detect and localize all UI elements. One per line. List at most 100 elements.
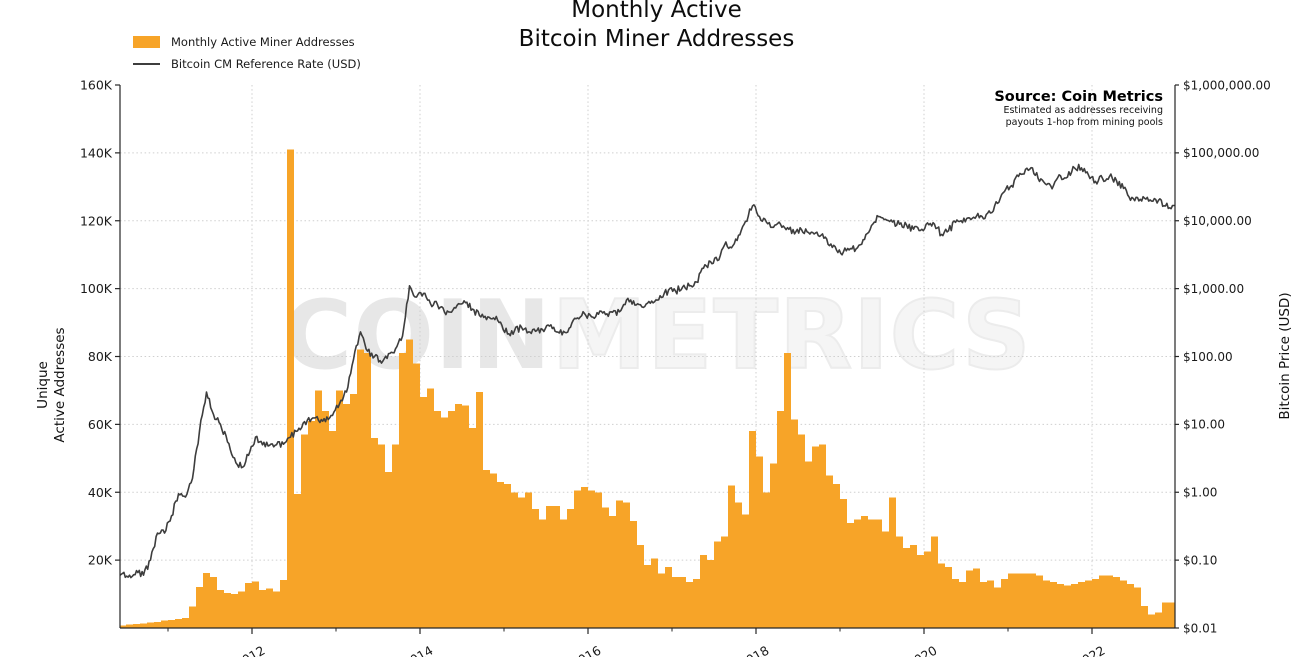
legend-item-reference-rate: Bitcoin CM Reference Rate (USD) [133, 53, 361, 75]
miner-addresses-bar [553, 505, 560, 628]
left-axis-tick-label: 120K [80, 213, 113, 228]
miner-addresses-bar [812, 446, 819, 628]
miner-addresses-bar [357, 349, 364, 628]
miner-addresses-bar [588, 490, 595, 628]
miner-addresses-bar [1134, 587, 1141, 628]
miner-addresses-bar [336, 390, 343, 628]
miner-addresses-bar [308, 420, 315, 628]
miner-addresses-bar [672, 577, 679, 628]
miner-addresses-bar [665, 566, 672, 628]
miner-addresses-bar [903, 548, 910, 628]
miner-addresses-bar [868, 519, 875, 628]
miner-addresses-bar [721, 536, 728, 628]
miner-addresses-bar [378, 444, 385, 628]
miner-addresses-bar [350, 393, 357, 628]
miner-addresses-bar [1148, 614, 1155, 628]
miner-addresses-bar [154, 621, 161, 628]
miner-addresses-bar [854, 519, 861, 628]
miner-addresses-bar [469, 427, 476, 628]
legend-label-miner-addresses: Monthly Active Miner Addresses [171, 35, 355, 49]
miner-addresses-bar [994, 587, 1001, 628]
miner-addresses-bar [714, 541, 721, 628]
miner-addresses-bar [763, 492, 770, 628]
miner-addresses-bar [1162, 602, 1169, 628]
miner-addresses-bar [322, 410, 329, 628]
left-axis-tick-label: 140K [80, 145, 113, 160]
miner-addresses-bar [595, 492, 602, 628]
line-swatch-icon [133, 63, 160, 65]
miner-addresses-bar [504, 483, 511, 628]
miner-addresses-bar [679, 577, 686, 628]
miner-addresses-bar [413, 363, 420, 628]
miner-addresses-bar [483, 470, 490, 628]
miner-addresses-bar [238, 591, 245, 628]
miner-addresses-bar [889, 497, 896, 628]
source-subtext-line2: payouts 1-hop from mining pools [1005, 117, 1163, 128]
miner-addresses-bar [770, 463, 777, 628]
miner-addresses-bar [728, 485, 735, 628]
right-axis-tick-label: $10.00 [1183, 418, 1225, 432]
miner-addresses-bar [840, 499, 847, 628]
left-axis-tick-label: 160K [80, 78, 113, 93]
miner-addresses-bar [609, 516, 616, 628]
miner-addresses-bar [980, 582, 987, 628]
miner-addresses-bar [973, 568, 980, 628]
miner-addresses-bar [224, 593, 231, 628]
miner-addresses-bar [791, 419, 798, 628]
miner-addresses-bar [784, 353, 791, 628]
miner-addresses-bar [1106, 575, 1113, 628]
left-axis-tick-label: 20K [88, 553, 113, 568]
miner-addresses-bar [847, 522, 854, 628]
miner-addresses-bar [945, 566, 952, 628]
miner-addresses-bar [532, 509, 539, 628]
right-axis-tick-label: $1,000,000.00 [1183, 78, 1271, 92]
miner-addresses-bar [574, 490, 581, 628]
right-axis-tick-label: $100.00 [1183, 350, 1233, 364]
miner-addresses-bar [511, 492, 518, 628]
coinmetrics-watermark: COINMETRICS [283, 280, 1032, 392]
miner-addresses-bar [735, 502, 742, 628]
x-axis-tick-label: 2014 [400, 643, 435, 657]
miner-addresses-bar [126, 624, 133, 628]
miner-addresses-bar [287, 149, 294, 628]
miner-addresses-bar [1113, 577, 1120, 628]
miner-addresses-bar [630, 521, 637, 628]
miner-addresses-bar [441, 417, 448, 628]
source-annotation: Source: Coin Metrics Estimated as addres… [994, 89, 1163, 129]
miner-addresses-bar [1169, 602, 1175, 628]
miner-addresses-bar [938, 563, 945, 628]
miner-addresses-bar [777, 410, 784, 628]
miner-addresses-bar [1015, 573, 1022, 628]
right-axis-tick-label: $0.01 [1183, 621, 1217, 635]
miner-addresses-bar [392, 444, 399, 628]
miner-addresses-bar [1071, 583, 1078, 628]
axes: 20K 40K 60K 80K 100K 120K 140K 160K $0.01 $0.10 $1… [80, 78, 1271, 657]
miner-addresses-bar [1120, 580, 1127, 628]
chart-title-line2: Bitcoin Miner Addresses [518, 26, 795, 52]
miner-addresses-bar [819, 444, 826, 628]
miner-addresses-bar [952, 578, 959, 628]
miner-addresses-bar [1036, 575, 1043, 628]
miner-addresses-bar [861, 516, 868, 628]
miner-addresses-bar [329, 431, 336, 628]
price-line [120, 163, 1175, 579]
miner-addresses-bar [805, 461, 812, 628]
miner-addresses-bar [455, 404, 462, 628]
miner-addresses-bar [1022, 573, 1029, 628]
miner-addresses-bar [686, 582, 693, 628]
miner-addresses-bar [525, 492, 532, 628]
miner-addresses-bar [462, 405, 469, 628]
miner-addresses-bar [924, 551, 931, 628]
left-axis-title-line2: Active Addresses [52, 327, 68, 443]
miner-addresses-bar [931, 536, 938, 628]
miner-addresses-bar [280, 579, 287, 628]
miner-addresses-bar [217, 589, 224, 628]
miner-addresses-bar [882, 531, 889, 628]
miner-addresses-bar [826, 475, 833, 628]
reference-rate-path [120, 163, 1175, 579]
miner-addresses-bar [749, 431, 756, 628]
miner-addresses-bar [1001, 578, 1008, 628]
x-axis-tick-label: 2012 [232, 643, 267, 657]
legend: Monthly Active Miner Addresses Bitcoin C… [133, 31, 361, 75]
